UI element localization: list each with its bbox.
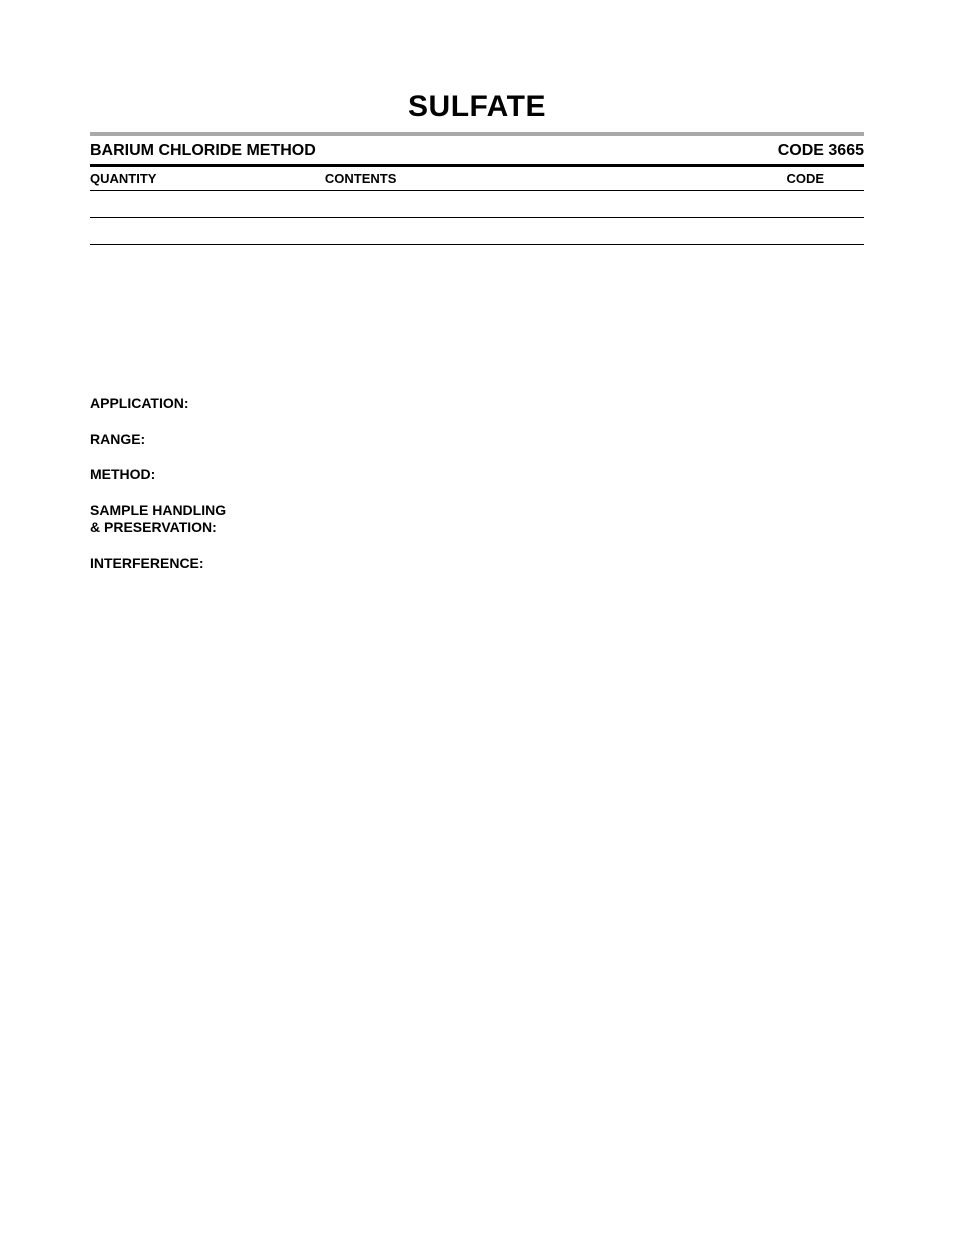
label-sample-handling: SAMPLE HANDLING & PRESERVATION:: [90, 502, 864, 537]
gray-horizontal-rule: [90, 132, 864, 136]
method-header-row: BARIUM CHLORIDE METHOD CODE 3665: [90, 142, 864, 162]
table-headers: QUANTITY CONTENTS CODE: [90, 169, 864, 190]
page-container: SULFATE BARIUM CHLORIDE METHOD CODE 3665…: [0, 0, 954, 572]
field-labels-block: APPLICATION: RANGE: METHOD: SAMPLE HANDL…: [90, 395, 864, 572]
label-range: RANGE:: [90, 431, 864, 449]
code-label: CODE 3665: [778, 142, 864, 160]
label-application: APPLICATION:: [90, 395, 864, 413]
label-sample-handling-line2: & PRESERVATION:: [90, 519, 217, 535]
col-header-contents: CONTENTS: [325, 171, 677, 186]
table-row: [90, 191, 864, 217]
method-name-label: BARIUM CHLORIDE METHOD: [90, 142, 316, 160]
table-row: [90, 218, 864, 244]
label-method: METHOD:: [90, 466, 864, 484]
thin-horizontal-rule: [90, 244, 864, 245]
col-header-code: CODE: [677, 171, 864, 186]
label-sample-handling-line1: SAMPLE HANDLING: [90, 502, 226, 518]
label-interference: INTERFERENCE:: [90, 555, 864, 573]
black-horizontal-rule: [90, 164, 864, 167]
col-header-quantity: QUANTITY: [90, 171, 325, 186]
page-title: SULFATE: [90, 90, 864, 124]
